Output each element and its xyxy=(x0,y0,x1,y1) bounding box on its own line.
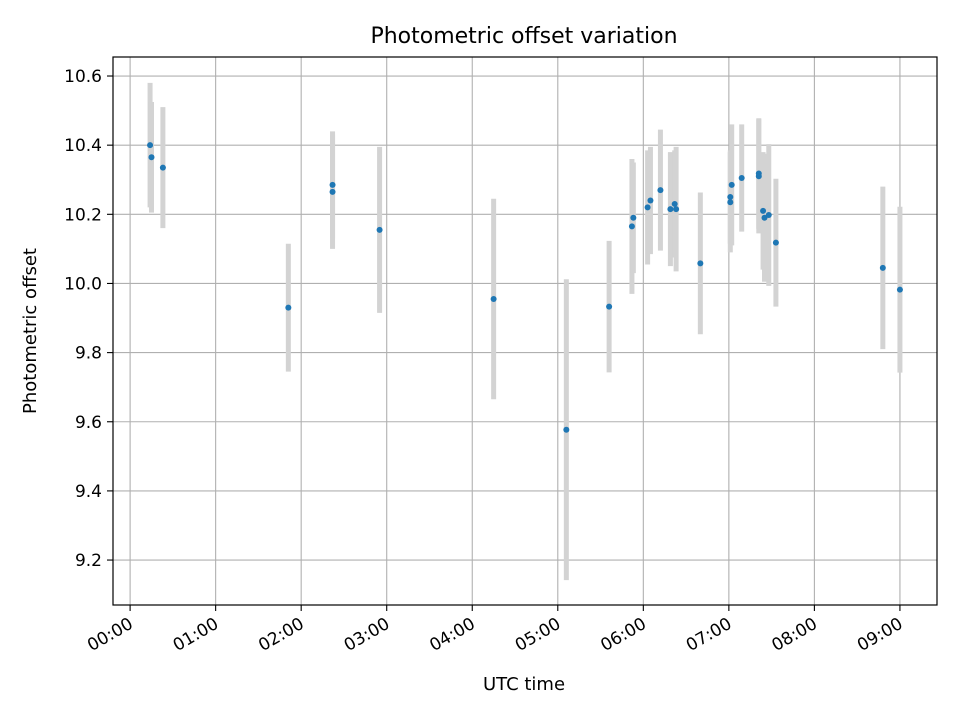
data-point xyxy=(644,204,651,211)
y-tick-label: 9.2 xyxy=(75,551,102,571)
data-point xyxy=(159,164,166,171)
data-point xyxy=(772,239,779,246)
data-point xyxy=(755,170,762,177)
data-point xyxy=(727,194,734,201)
data-point xyxy=(879,264,886,271)
data-point xyxy=(896,286,903,293)
data-point xyxy=(738,175,745,182)
y-tick-label: 10.4 xyxy=(64,136,102,156)
y-axis-label: Photometric offset xyxy=(20,248,41,414)
data-point xyxy=(765,212,772,219)
chart-title: Photometric offset variation xyxy=(370,24,677,49)
data-point xyxy=(563,426,570,433)
data-point xyxy=(376,226,383,233)
plot-frame xyxy=(112,56,938,606)
data-point xyxy=(490,296,497,303)
data-point xyxy=(628,223,635,230)
data-point xyxy=(148,154,155,161)
data-point xyxy=(671,200,678,207)
y-axis-ticks: 9.2 9.4 9.6 9.8 10.0 10.2 10.4 10.6 xyxy=(64,67,113,571)
data-point xyxy=(647,197,654,204)
data-point xyxy=(657,187,664,194)
y-tick-label: 10.6 xyxy=(64,67,102,87)
data-point xyxy=(728,181,735,188)
data-point xyxy=(285,304,292,311)
x-axis-label: UTC time xyxy=(483,674,565,695)
y-tick-label: 9.4 xyxy=(75,482,102,502)
y-tick-label: 9.8 xyxy=(75,344,102,364)
data-point xyxy=(761,214,768,221)
data-point xyxy=(630,214,637,221)
data-point xyxy=(147,142,154,149)
data-point xyxy=(329,181,336,188)
data-point xyxy=(329,188,336,195)
data-point xyxy=(727,199,734,206)
y-tick-label: 9.6 xyxy=(75,413,102,433)
grid-lines xyxy=(113,57,937,605)
y-tick-label: 10.2 xyxy=(64,205,102,225)
data-points xyxy=(147,142,903,433)
data-point xyxy=(697,260,704,267)
data-point xyxy=(606,303,613,310)
y-tick-label: 10.0 xyxy=(64,274,102,294)
data-point xyxy=(673,206,680,213)
data-point xyxy=(667,206,674,213)
data-point xyxy=(760,207,767,214)
